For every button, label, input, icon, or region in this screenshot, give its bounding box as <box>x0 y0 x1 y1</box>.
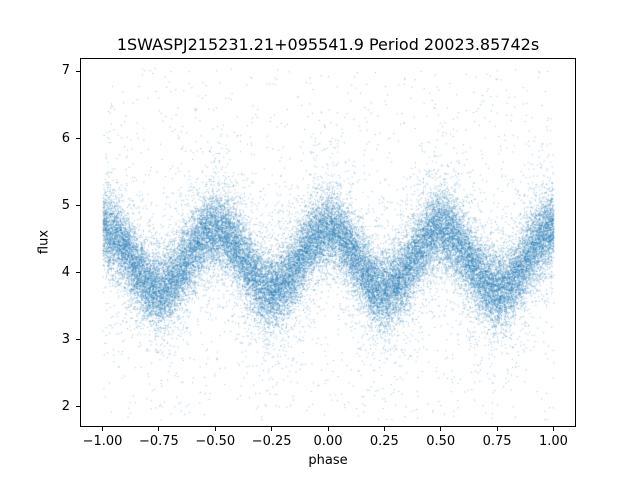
x-tick-label: −0.50 <box>195 434 236 449</box>
y-tick-label: 7 <box>61 63 70 79</box>
y-tick-mark <box>76 272 80 274</box>
x-tick-label: 0.00 <box>313 434 343 449</box>
chart-title: 1SWASPJ215231.21+095541.9 Period 20023.8… <box>116 35 540 54</box>
x-tick-mark <box>552 427 554 431</box>
y-tick-mark <box>76 406 80 408</box>
x-tick-mark <box>158 427 160 431</box>
y-tick-label: 5 <box>61 197 70 213</box>
x-tick-label: −0.25 <box>251 434 292 449</box>
x-tick-mark <box>440 427 442 431</box>
y-axis-label: flux <box>36 229 52 255</box>
y-tick-label: 2 <box>61 398 70 414</box>
x-axis-label: phase <box>308 453 348 468</box>
y-tick-mark <box>76 339 80 341</box>
scatter-plot-canvas <box>80 58 576 427</box>
x-tick-label: 1.00 <box>538 434 568 449</box>
x-tick-label: −0.75 <box>138 434 179 449</box>
x-tick-mark <box>271 427 273 431</box>
y-tick-mark <box>76 70 80 72</box>
x-tick-label: 0.50 <box>426 434 456 449</box>
x-tick-label: −1.00 <box>82 434 123 449</box>
x-tick-label: 0.75 <box>482 434 512 449</box>
x-tick-mark <box>327 427 329 431</box>
x-tick-label: 0.25 <box>369 434 399 449</box>
x-tick-mark <box>214 427 216 431</box>
y-tick-label: 3 <box>61 331 70 347</box>
x-tick-mark <box>496 427 498 431</box>
x-tick-mark <box>383 427 385 431</box>
y-tick-mark <box>76 205 80 207</box>
y-tick-label: 4 <box>61 264 70 280</box>
y-tick-mark <box>76 138 80 139</box>
y-tick-label: 6 <box>61 130 70 146</box>
x-tick-mark <box>102 427 104 431</box>
